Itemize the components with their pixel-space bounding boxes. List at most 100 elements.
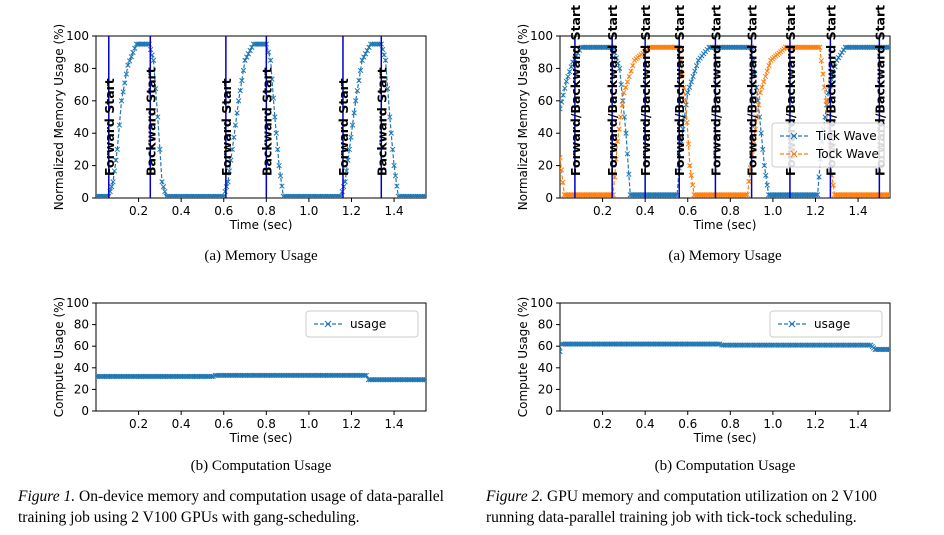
data-point bbox=[832, 64, 838, 70]
data-point bbox=[682, 98, 689, 104]
data-point bbox=[757, 90, 763, 96]
data-point bbox=[279, 183, 285, 189]
fig2b-subcaption: (b) Computation Usage bbox=[654, 458, 796, 474]
data-point bbox=[681, 114, 688, 120]
data-point bbox=[219, 193, 225, 198]
x-tick-label: 1.2 bbox=[342, 417, 361, 431]
event-label: Forward/Backward Start bbox=[708, 5, 723, 176]
data-point bbox=[759, 84, 765, 90]
y-tick-label: 60 bbox=[74, 94, 89, 108]
y-tick-label: 20 bbox=[74, 159, 89, 173]
x-tick-label: 1.2 bbox=[806, 417, 825, 431]
fig2b-plot-area bbox=[560, 341, 890, 355]
legend-marker bbox=[790, 132, 798, 140]
legend-entry: Tock Wave bbox=[815, 147, 879, 161]
data-point bbox=[764, 68, 770, 74]
data-point bbox=[618, 81, 624, 88]
data-point bbox=[359, 57, 365, 63]
x-tick-label: 0.6 bbox=[214, 417, 233, 431]
data-point bbox=[128, 54, 134, 60]
x-axis-label: Time (sec) bbox=[693, 431, 757, 445]
data-point bbox=[764, 182, 770, 188]
data-point bbox=[273, 130, 279, 136]
series-markers-1 bbox=[560, 44, 890, 198]
data-point bbox=[242, 57, 248, 63]
legend: Tick Wave Tock Wave bbox=[771, 122, 885, 168]
data-point bbox=[761, 162, 768, 169]
data-point bbox=[837, 52, 843, 58]
data-point bbox=[239, 77, 245, 84]
data-point bbox=[421, 193, 426, 198]
legend-box bbox=[305, 310, 419, 338]
data-point bbox=[118, 98, 125, 104]
data-point bbox=[152, 85, 159, 92]
data-point bbox=[162, 188, 168, 195]
y-tick-label: 60 bbox=[538, 339, 553, 353]
data-point bbox=[563, 78, 570, 85]
data-point bbox=[560, 99, 565, 105]
data-point bbox=[423, 377, 426, 383]
data-point bbox=[816, 174, 822, 180]
legend-entry: Tick Wave bbox=[815, 129, 877, 143]
x-tick-label: 0.6 bbox=[678, 417, 697, 431]
y-tick-label: 100 bbox=[530, 296, 553, 310]
x-tick-label: 1.4 bbox=[849, 204, 868, 218]
legend-box bbox=[771, 122, 885, 168]
y-tick-label: 80 bbox=[538, 318, 553, 332]
data-point bbox=[680, 126, 686, 132]
y-tick-label: 20 bbox=[538, 382, 553, 396]
x-tick-label: 0.8 bbox=[257, 204, 276, 218]
data-point bbox=[835, 55, 842, 61]
data-point bbox=[234, 110, 240, 116]
data-point bbox=[752, 126, 758, 132]
legend: usage bbox=[305, 310, 419, 338]
x-axis-label: Time (sec) bbox=[693, 218, 757, 232]
fig1b-plot-area bbox=[96, 372, 426, 383]
data-point bbox=[232, 122, 239, 128]
data-point bbox=[122, 80, 128, 86]
data-point bbox=[626, 171, 632, 177]
y-axis-label: Normalized Memory Usage (%) bbox=[516, 24, 530, 210]
data-point bbox=[834, 57, 840, 63]
data-point bbox=[560, 92, 566, 98]
data-point bbox=[755, 102, 762, 108]
legend: usage bbox=[769, 310, 883, 338]
figure1-caption: Figure 1. On-device memory and computati… bbox=[18, 486, 458, 528]
figure1-text: On-device memory and computation usage o… bbox=[18, 488, 444, 526]
x-tick-label: 0.2 bbox=[129, 204, 148, 218]
data-point bbox=[560, 106, 563, 112]
data-point bbox=[560, 167, 565, 173]
y-tick-label: 0 bbox=[545, 191, 553, 205]
data-point bbox=[354, 88, 360, 94]
data-point bbox=[815, 44, 821, 50]
fig2a-plot-area bbox=[560, 44, 890, 198]
data-point bbox=[622, 84, 629, 90]
data-point bbox=[276, 162, 282, 169]
legend-box bbox=[769, 310, 883, 338]
data-point bbox=[421, 377, 426, 383]
fig1b-svg: 0 20 40 60 80 100 0.2 0.4 0.6 0.8 1.0 1.2 1.4 Time (s… bbox=[52, 296, 427, 445]
data-point bbox=[346, 146, 353, 153]
data-point bbox=[746, 178, 752, 185]
data-point bbox=[624, 151, 631, 157]
data-point bbox=[357, 67, 364, 74]
fig1a-subcaption: (a) Memory Usage bbox=[204, 248, 318, 264]
data-point bbox=[623, 130, 629, 136]
x-tick-label: 1.0 bbox=[763, 204, 782, 218]
x-tick-label: 1.4 bbox=[385, 204, 404, 218]
fig1b-chart: 0 20 40 60 80 100 0.2 0.4 0.6 0.8 1.0 1.2 1.4 Time (s… bbox=[0, 285, 460, 450]
y-tick-label: 40 bbox=[538, 126, 553, 140]
data-point bbox=[823, 98, 829, 104]
data-point bbox=[611, 174, 618, 180]
data-point bbox=[144, 41, 151, 47]
data-point bbox=[391, 162, 397, 169]
data-point bbox=[688, 172, 694, 178]
data-point bbox=[887, 346, 890, 353]
data-point bbox=[157, 146, 163, 153]
data-point bbox=[693, 63, 700, 69]
data-point bbox=[111, 168, 118, 174]
data-point bbox=[758, 130, 764, 136]
legend-marker bbox=[790, 150, 798, 158]
data-point bbox=[568, 64, 574, 70]
data-point bbox=[839, 49, 845, 56]
